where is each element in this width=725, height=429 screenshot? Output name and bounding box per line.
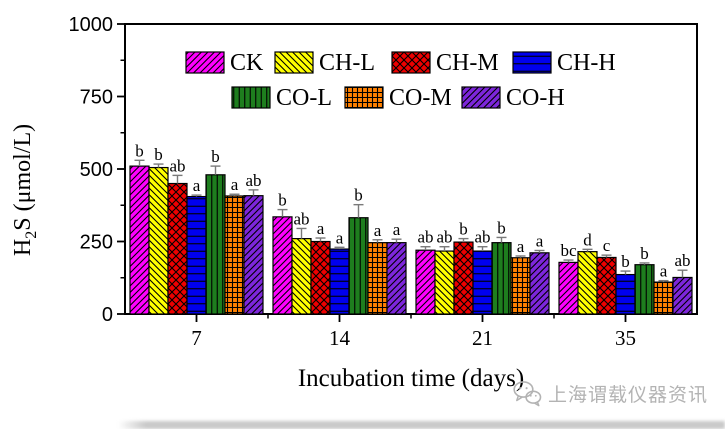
bar-hatch xyxy=(672,276,693,315)
y-tick-label: 0 xyxy=(102,304,113,326)
x-tick-label: 7 xyxy=(191,326,202,350)
sig-letter: b xyxy=(497,218,506,237)
x-axis-title: Incubation time (days) xyxy=(298,365,524,392)
sig-letter: b xyxy=(640,244,649,263)
sig-letter: ab xyxy=(169,156,185,175)
bar-hatch xyxy=(615,273,636,315)
legend-swatch-hatch xyxy=(274,51,314,74)
sig-letter: a xyxy=(374,221,382,240)
sig-letter: b xyxy=(135,141,144,160)
sig-letter: b xyxy=(354,186,363,205)
bar-hatch xyxy=(186,195,207,315)
sig-letter: a xyxy=(317,219,325,238)
bar-hatch xyxy=(653,281,674,315)
bar-hatch xyxy=(224,195,245,315)
bar-hatch xyxy=(634,264,655,315)
legend-swatch-hatch xyxy=(344,86,384,109)
card-shadow xyxy=(118,421,725,429)
bar-hatch xyxy=(596,256,617,315)
y-tick-label: 750 xyxy=(80,87,113,109)
sig-letter: b xyxy=(459,220,468,239)
y-axis-title: H2S (μmol/L) xyxy=(10,124,40,256)
sig-letter: a xyxy=(336,228,344,247)
legend-swatch-hatch xyxy=(391,51,431,74)
sig-letter: b xyxy=(154,145,163,164)
bar-hatch xyxy=(415,249,436,315)
legend-label: CH-L xyxy=(319,50,375,76)
bar-hatch xyxy=(205,174,226,315)
sig-letter: b xyxy=(211,147,220,166)
legend-swatch-hatch xyxy=(461,86,501,109)
bar-hatch xyxy=(272,216,293,315)
legend-label: CH-H xyxy=(557,50,616,76)
bar-hatch xyxy=(129,165,150,315)
sig-letter: bc xyxy=(560,241,577,260)
sig-letter: ab xyxy=(674,251,690,270)
sig-letter: a xyxy=(536,231,544,250)
bar-hatch xyxy=(529,252,550,315)
sig-letter: a xyxy=(660,262,668,281)
sig-letter: ab xyxy=(293,209,309,228)
sig-letter: ab xyxy=(436,228,452,247)
bar-hatch xyxy=(329,248,350,315)
legend-label: CO-H xyxy=(506,85,565,111)
y-tick-label: 250 xyxy=(80,232,113,254)
bar-hatch xyxy=(291,238,312,315)
y-tick-label: 500 xyxy=(80,159,113,181)
bar-hatch xyxy=(243,195,264,315)
legend-label: CK xyxy=(230,50,264,76)
x-tick-label: 14 xyxy=(329,326,351,350)
legend-swatch-hatch xyxy=(512,51,552,74)
sig-letter: a xyxy=(231,175,239,194)
legend-swatch-hatch xyxy=(185,51,225,74)
watermark: 上海谓载仪器资讯 xyxy=(512,380,708,407)
legend-label: CH-M xyxy=(436,50,499,76)
bar-hatch xyxy=(472,250,493,315)
bar-hatch xyxy=(148,166,169,315)
sig-letter: a xyxy=(393,220,401,239)
legend-label: CO-M xyxy=(389,85,452,111)
bar-hatch xyxy=(577,251,598,315)
bar-hatch xyxy=(386,242,407,315)
wechat-icon xyxy=(513,381,542,407)
y-tick-label: 1000 xyxy=(69,14,114,36)
sig-letter: ab xyxy=(417,228,433,247)
bar-hatch xyxy=(310,240,331,315)
sig-letter: a xyxy=(517,237,525,256)
sig-letter: a xyxy=(193,176,201,195)
sig-letter: b xyxy=(278,191,287,210)
legend-label: CO-L xyxy=(276,85,332,111)
bar-hatch xyxy=(510,257,531,315)
bar-hatch xyxy=(367,242,388,315)
sig-letter: ab xyxy=(245,171,261,190)
sig-letter: b xyxy=(621,252,630,271)
bar-hatch xyxy=(491,242,512,315)
watermark-text: 上海谓载仪器资讯 xyxy=(548,385,709,406)
bar-hatch xyxy=(167,182,188,315)
sig-letter: ab xyxy=(474,228,490,247)
bar-hatch xyxy=(558,261,579,315)
bar-hatch xyxy=(453,241,474,315)
x-tick-label: 35 xyxy=(615,326,636,350)
x-tick-label: 21 xyxy=(472,326,493,350)
legend-swatch-hatch xyxy=(231,86,271,109)
bar-hatch xyxy=(434,250,455,315)
sig-letter: c xyxy=(603,236,611,255)
sig-letter: d xyxy=(583,230,592,249)
bar-hatch xyxy=(348,217,369,315)
